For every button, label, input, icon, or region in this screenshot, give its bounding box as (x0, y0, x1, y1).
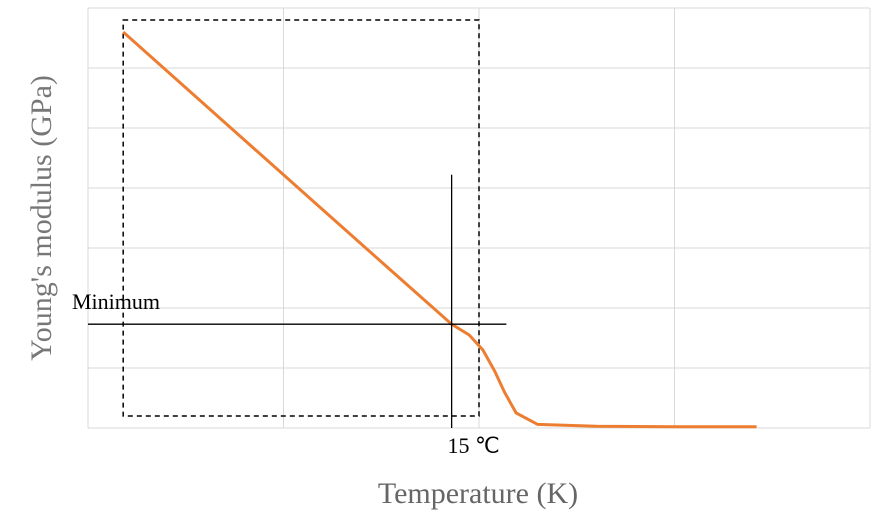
annotation: Minimum (72, 289, 160, 314)
x-axis-label: Temperature (K) (378, 477, 578, 510)
y-axis-label: Young's modulus (GPa) (25, 75, 58, 361)
annotation: 15 ℃ (448, 433, 500, 458)
data-line (122, 30, 757, 429)
highlight-box (122, 19, 480, 417)
